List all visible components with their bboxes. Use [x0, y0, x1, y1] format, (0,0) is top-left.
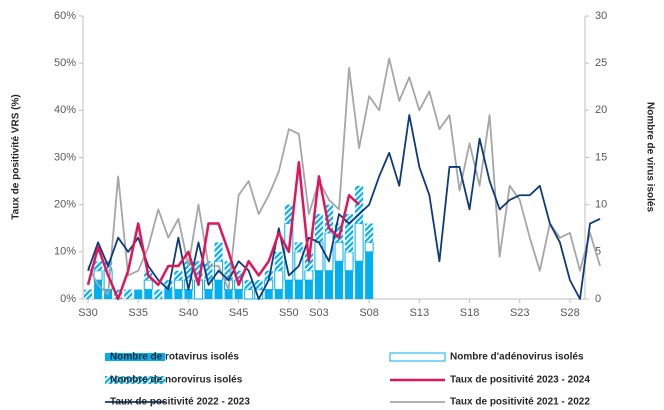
- legend-label: Nombre d'adénovirus isolés: [450, 352, 584, 363]
- bar: [324, 270, 333, 299]
- bar: [354, 223, 364, 262]
- bar: [224, 289, 233, 299]
- bar: [94, 280, 103, 299]
- bar: [143, 279, 153, 291]
- bar: [204, 289, 213, 299]
- bar: [164, 289, 173, 299]
- bar: [214, 242, 223, 262]
- bar: [365, 223, 374, 243]
- x-tick-label: S30: [78, 307, 98, 319]
- x-tick-label: S50: [279, 307, 299, 319]
- y-tick-label: 30%: [54, 151, 76, 163]
- bar: [134, 289, 143, 299]
- bar: [304, 280, 313, 299]
- y-tick-label: 10%: [54, 246, 76, 258]
- bar: [284, 204, 293, 224]
- bar: [335, 261, 344, 299]
- bar: [344, 251, 354, 272]
- bar: [345, 214, 354, 252]
- y2-tick-label: 30: [595, 10, 607, 22]
- x-tick-label: S35: [128, 307, 148, 319]
- y2-tick-label: 5: [595, 246, 601, 258]
- bar: [355, 261, 364, 299]
- legend-label: Taux de positivité 2021 - 2022: [450, 397, 590, 408]
- legend-label: Taux de positivité 2023 - 2024: [450, 375, 590, 386]
- bar: [234, 270, 243, 281]
- bar: [184, 261, 193, 281]
- bar: [365, 251, 374, 299]
- bar: [314, 270, 323, 299]
- bar: [204, 261, 213, 281]
- line: [86, 160, 360, 301]
- bar: [345, 270, 354, 299]
- y-tick-label: 40%: [54, 104, 76, 116]
- bar: [114, 289, 123, 299]
- legend-swatch: [389, 352, 446, 362]
- bar: [314, 214, 323, 243]
- bar: [84, 289, 93, 299]
- y-tick-label: 50%: [54, 57, 76, 69]
- legend-label: Taux de positivité 2022 - 2023: [110, 397, 250, 408]
- x-tick-label: S23: [510, 307, 530, 319]
- y-tick-label: 60%: [54, 10, 76, 22]
- bar: [254, 280, 263, 290]
- bar: [244, 289, 254, 300]
- bar: [334, 241, 344, 262]
- bar: [184, 289, 193, 299]
- bar: [214, 280, 223, 299]
- bar: [234, 289, 243, 299]
- bar: [294, 242, 303, 252]
- bar: [154, 289, 163, 299]
- bar: [144, 289, 153, 299]
- x-tick-label: S45: [229, 307, 249, 319]
- bar: [274, 289, 283, 299]
- bar: [124, 289, 133, 299]
- bar: [284, 280, 293, 299]
- y2-tick-label: 0: [595, 293, 601, 305]
- bar: [264, 289, 273, 299]
- legend-label: Nombre de rotavirus isolés: [110, 352, 239, 363]
- bar: [324, 204, 333, 233]
- y2-tick-label: 25: [595, 57, 607, 69]
- y2-tick-label: 20: [595, 104, 607, 116]
- x-tick-label: S40: [179, 307, 199, 319]
- bar: [355, 185, 364, 224]
- bar: [173, 279, 183, 291]
- legend-swatch: [105, 353, 165, 361]
- x-tick-label: S13: [410, 307, 430, 319]
- x-tick-label: S28: [560, 307, 580, 319]
- bar: [364, 241, 374, 253]
- bar: [224, 261, 233, 281]
- bar: [274, 251, 283, 271]
- line: [87, 57, 601, 296]
- bar: [304, 270, 314, 281]
- y2-tick-label: 10: [595, 199, 607, 211]
- legend-label: Nombre de norovirus isolés: [110, 375, 243, 386]
- bar: [244, 280, 253, 290]
- y-tick-label: 0%: [60, 293, 76, 305]
- x-tick-label: S08: [359, 307, 379, 319]
- bar: [174, 270, 183, 281]
- y2-axis-title: Nombre de virus isolés: [644, 102, 655, 212]
- bar: [94, 261, 103, 271]
- x-tick-label: S03: [309, 307, 329, 319]
- legend-swatch: [105, 376, 165, 384]
- x-tick-label: S18: [460, 307, 480, 319]
- y-axis-title: Taux de positivité VRS (%): [11, 94, 22, 219]
- bar: [274, 270, 284, 291]
- y2-tick-label: 15: [595, 151, 607, 163]
- bar: [174, 289, 183, 299]
- y-tick-label: 20%: [54, 199, 76, 211]
- bar: [194, 261, 203, 281]
- bar: [294, 280, 303, 299]
